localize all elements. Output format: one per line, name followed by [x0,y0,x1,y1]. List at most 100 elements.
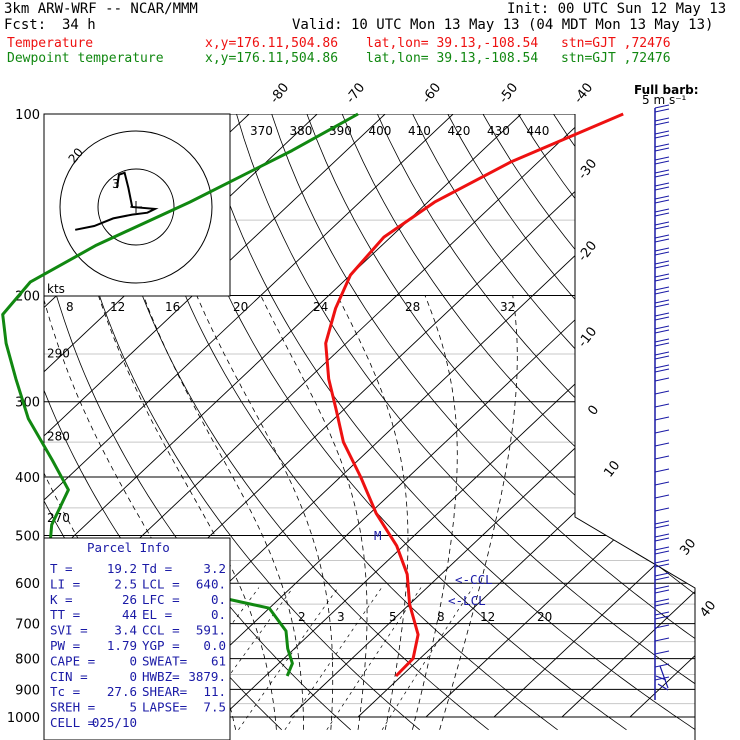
moist-adiabat [337,295,409,730]
theta-label: 420 [448,124,471,138]
mixing-ratio-label: 5 [389,610,397,624]
valid-time: Valid: 10 UTC Mon 13 May 13 (04 MDT Mon … [292,17,714,33]
wind-barb [654,576,670,581]
speed-tick-label: 32 [500,300,515,314]
wind-barb [654,559,670,564]
wind-barb [654,364,670,369]
pressure-tick-label: 600 [15,577,40,592]
wind-barb [654,299,670,304]
wind-barb [654,589,670,594]
dry-adiabat [236,114,695,731]
parcel-info-title: Parcel Info [87,540,170,555]
speed-tick-label: 28 [405,300,420,314]
temperature-tick-label: -40 [571,80,596,106]
dry-adiabat [130,114,558,731]
parcel-value: 640. [196,576,226,591]
mixing-ratio-label: 20 [537,610,552,624]
parcel-value: 7.5 [203,700,226,715]
parcel-value: 61 [211,653,226,668]
wind-barb [654,455,670,460]
model-title: 3km ARW-WRF -- NCAR/MMM [4,1,198,17]
wind-barb [654,585,670,590]
theta-label: 370 [250,124,273,138]
parcel-value: 0 [129,669,137,684]
wind-barb [654,377,670,382]
theta-label: 410 [408,124,431,138]
wind-barb [654,533,670,538]
theta-label: 380 [290,124,313,138]
parcel-label: LI = [50,576,80,591]
wind-barb [654,160,670,165]
parcel-label: SWEAT= [142,653,187,668]
wind-barb [654,195,670,200]
parcel-label: LCL = [142,576,180,591]
dry-adiabat [623,114,695,731]
parcel-value: 0. [211,592,226,607]
wind-barb [654,225,670,230]
dry-adiabat [95,114,489,731]
parcel-label: EL = [142,607,172,622]
wind-barb [654,290,670,295]
wind-barb [654,221,670,226]
mixing-ratio-label: 3 [337,610,345,624]
wind-barb [654,563,670,568]
dry-adiabat [271,114,695,731]
speed-tick-label: 20 [233,300,248,314]
parcel-value: 27.6 [107,684,137,699]
isotherm [221,114,695,718]
moist-adiabat [196,295,334,730]
pressure-tick-label: 300 [15,396,40,411]
wind-barb [654,173,670,178]
wind-barb [654,572,670,577]
parcel-marker-m: M [374,528,382,543]
parcel-value: 44 [122,607,137,622]
mixing-ratio-label: 2 [298,610,306,624]
wind-barb [654,208,670,213]
dry-adiabat [412,114,695,731]
temperature-tick-label: -30 [575,156,600,182]
wind-barb [654,624,670,629]
hodograph-speed-unit: kts [47,282,65,296]
wind-barb-surface [655,665,669,691]
mixing-ratio-line [326,587,422,730]
wind-barb [654,251,670,256]
parcel-value: 19.2 [107,561,137,576]
mixing-ratio-line [284,587,382,730]
hodograph-inner-ring [97,168,175,246]
parcel-value: 0. [211,607,226,622]
pressure-tick-label: 1000 [7,711,40,726]
temperature-legend: Temperature [7,36,94,51]
parcel-label: PW = [50,638,80,653]
wind-barb-unit: 5 m s⁻¹ [642,93,687,107]
parcel-value: 0.0 [203,638,226,653]
parcel-label: SVI = [50,623,88,638]
side-theta-label: 290 [47,346,70,360]
theta-label: 390 [329,124,352,138]
wind-barb [654,550,670,555]
wind-barb [654,121,670,126]
wind-barb [654,342,670,347]
forecast-hour: 34 h [62,17,96,33]
wind-barb [654,156,670,161]
forecast-label: Fcst: [4,17,47,33]
pressure-tick-label: 800 [15,653,40,668]
wind-barb [654,390,670,395]
dry-adiabat [200,114,695,731]
parcel-value: 3.4 [114,623,137,638]
pressure-tick-label: 400 [15,471,40,486]
moist-adiabat [260,295,368,730]
parcel-value: 591. [196,623,226,638]
parcel-value: 3879. [188,669,226,684]
parcel-label: Tc = [50,684,80,699]
dewpoint-profile [1,112,359,677]
speed-tick-label: 24 [313,300,328,314]
temperature-tick-label: 30 [677,536,699,558]
temperature-tick-label: -10 [575,324,600,350]
temperature-station: stn=GJT ,72476 [561,36,671,51]
wind-barb [654,355,670,360]
ccl-marker: <-CCL [455,572,493,587]
parcel-label: SHEAR= [142,684,187,699]
moist-adiabat [439,295,518,730]
wind-barb [654,338,670,343]
